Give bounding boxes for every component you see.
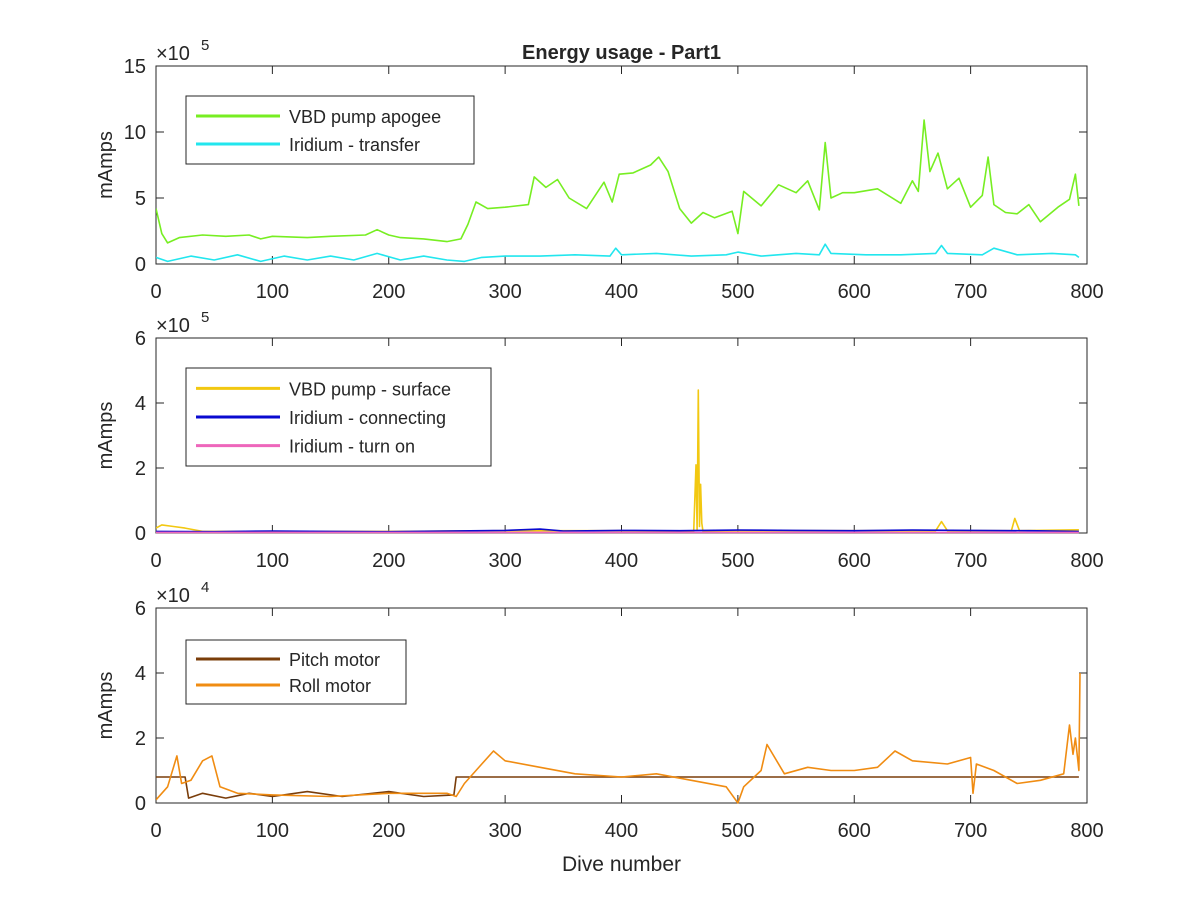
x-tick-label: 800	[1070, 281, 1103, 303]
x-tick-label: 400	[605, 550, 638, 572]
legend: VBD pump apogee Iridium - transfer	[185, 95, 475, 165]
chart-title: Energy usage - Part1	[522, 42, 721, 64]
legend-label: Iridium - transfer	[289, 135, 420, 155]
series-group	[156, 389, 1079, 534]
x-tick-label: 600	[838, 550, 871, 572]
y-axis-label: mAmps	[95, 131, 117, 199]
series-line-2	[156, 528, 1079, 533]
legend-box	[185, 95, 475, 165]
y-tick-label: 2	[135, 458, 146, 480]
exponent-label: ×10	[156, 43, 190, 65]
y-tick-label: 2	[135, 728, 146, 750]
y-tick-label: 0	[135, 523, 146, 545]
x-tick-label: 0	[150, 550, 161, 572]
series-group	[156, 672, 1081, 804]
x-tick-label: 600	[838, 820, 871, 842]
legend-label: VBD pump apogee	[289, 107, 441, 127]
plot-area	[155, 607, 1088, 804]
exponent-label: ×10	[156, 585, 190, 607]
legend: Pitch motor Roll motor	[185, 639, 407, 705]
y-tick-label: 6	[135, 598, 146, 620]
x-tick-label: 800	[1070, 550, 1103, 572]
x-tick-label: 0	[150, 820, 161, 842]
y-tick-label: 0	[135, 793, 146, 815]
x-tick-label: 100	[256, 550, 289, 572]
y-tick-label: 6	[135, 328, 146, 350]
x-tick-label: 200	[372, 281, 405, 303]
x-tick-label: 500	[721, 550, 754, 572]
x-tick-label: 500	[721, 820, 754, 842]
y-axis-label: mAmps	[95, 402, 117, 470]
series-line-1	[156, 119, 1080, 244]
legend-label: Pitch motor	[289, 650, 380, 670]
x-tick-label: 700	[954, 281, 987, 303]
x-tick-label: 300	[488, 550, 521, 572]
legend-label: VBD pump - surface	[289, 379, 451, 399]
exponent-power: 5	[201, 37, 209, 54]
x-tick-label: 100	[256, 281, 289, 303]
subplot-1: 0 100 200 300 400 500 600 700 800 0 5 10 15 ×10 5 mAmps…	[95, 37, 1104, 303]
legend: VBD pump - surface Iridium - connecting Ir…	[185, 367, 492, 467]
x-tick-label: 200	[372, 550, 405, 572]
legend-box	[185, 639, 407, 705]
y-tick-label: 5	[135, 188, 146, 210]
legend-label: Iridium - connecting	[289, 408, 446, 428]
x-axis-label: Dive number	[562, 853, 681, 876]
x-tick-label: 300	[488, 281, 521, 303]
y-tick-label: 4	[135, 663, 146, 685]
exponent-power: 5	[201, 309, 209, 326]
x-tick-label: 300	[488, 820, 521, 842]
y-axis-label: mAmps	[95, 672, 117, 740]
x-tick-label: 0	[150, 281, 161, 303]
exponent-power: 4	[201, 579, 209, 596]
y-tick-label: 4	[135, 393, 146, 415]
y-tick-label: 0	[135, 254, 146, 276]
x-tick-label: 700	[954, 820, 987, 842]
subplot-3: 0 100 200 300 400 500 600 700 800 0 2 4 6 ×10 4 mAmps Di…	[95, 579, 1104, 876]
subplot-2: 0 100 200 300 400 500 600 700 800 0 2 4 6 ×10 5 mAmps VB…	[95, 309, 1104, 572]
x-tick-label: 400	[605, 820, 638, 842]
y-tick-label: 15	[124, 56, 146, 78]
exponent-label: ×10	[156, 315, 190, 337]
series-group	[156, 119, 1080, 263]
x-tick-label: 400	[605, 281, 638, 303]
legend-label: Roll motor	[289, 676, 371, 696]
y-tick-label: 10	[124, 122, 146, 144]
x-tick-label: 500	[721, 281, 754, 303]
x-tick-label: 200	[372, 820, 405, 842]
series-line-2	[156, 672, 1081, 804]
series-line-2	[156, 243, 1080, 263]
x-tick-label: 700	[954, 550, 987, 572]
x-tick-label: 800	[1070, 820, 1103, 842]
legend-label: Iridium - turn on	[289, 437, 415, 457]
x-tick-label: 100	[256, 820, 289, 842]
x-tick-label: 600	[838, 281, 871, 303]
